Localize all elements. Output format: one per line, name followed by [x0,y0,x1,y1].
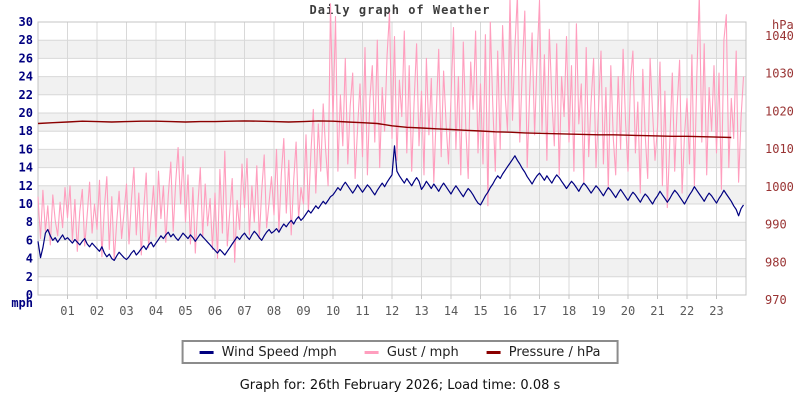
x-axis-tick-label: 11 [355,304,369,318]
x-axis-tick-label: 17 [532,304,546,318]
x-axis-tick-label: 15 [473,304,487,318]
right-axis-tick-label: 1020 [765,104,794,118]
series-line-pressure-hpa [37,120,732,139]
left-axis-tick-label: 8 [26,215,33,229]
series-line-wind-speed-mph [37,145,745,261]
left-axis-tick-label: 12 [19,179,33,193]
right-axis-tick-label: 990 [765,218,787,232]
left-axis-tick-label: 4 [26,252,33,266]
left-axis-tick-label: 24 [19,70,33,84]
left-axis-unit-label: mph [11,296,33,310]
right-axis-unit-label: hPa [772,18,794,32]
left-axis-tick-label: 14 [19,161,33,175]
x-axis-tick-label: 21 [650,304,664,318]
left-axis-tick-label: 10 [19,197,33,211]
left-axis-tick-label: 26 [19,51,33,65]
x-axis-tick-label: 01 [60,304,74,318]
x-axis-tick-label: 08 [267,304,281,318]
x-axis-tick-label: 12 [385,304,399,318]
x-axis-tick-label: 04 [149,304,163,318]
series-line-gust-mph [37,0,745,263]
x-axis-tick-label: 06 [208,304,222,318]
legend-swatch [486,350,501,354]
right-axis-tick-label: 980 [765,255,787,269]
left-axis-tick-label: 2 [26,270,33,284]
x-axis-tick-label: 07 [237,304,251,318]
left-axis-tick-label: 6 [26,233,33,247]
x-axis-tick-label: 20 [621,304,635,318]
chart-title: Daily graph of Weather [309,3,491,17]
x-axis-tick-label: 02 [90,304,104,318]
x-axis-tick-label: 14 [444,304,458,318]
left-axis-tick-label: 22 [19,88,33,102]
chart-caption: Graph for: 26th February 2026; Load time… [239,378,561,393]
left-axis-tick-label: 16 [19,142,33,156]
legend-label: Pressure / hPa [508,344,601,360]
x-axis-tick-label: 19 [591,304,605,318]
left-axis-tick-label: 28 [19,33,33,47]
right-axis-tick-label: 1040 [765,29,794,43]
legend-label: Wind Speed /mph [221,344,337,360]
x-axis-tick-label: 22 [680,304,694,318]
legend-label: Gust / mph [386,344,459,360]
x-axis-tick-label: 10 [326,304,340,318]
x-axis-tick-label: 03 [119,304,133,318]
legend-item-pressure-hpa: Pressure / hPa [486,344,601,360]
left-axis-tick-label: 18 [19,124,33,138]
left-axis-tick-label: 30 [19,15,33,29]
x-axis-tick-label: 13 [414,304,428,318]
legend-item-wind-speed-mph: Wind Speed /mph [199,344,337,360]
right-axis-tick-label: 1030 [765,67,794,81]
chart-legend: Wind Speed /mph Gust / mph Pressure / hPa [181,340,619,364]
right-axis-tick-label: 1010 [765,142,794,156]
legend-swatch [364,350,379,354]
x-axis-tick-label: 18 [562,304,576,318]
left-axis-tick-label: 0 [26,288,33,302]
legend-swatch [199,350,214,354]
x-axis-tick-label: 05 [178,304,192,318]
x-axis-tick-label: 23 [709,304,723,318]
x-axis-tick-label: 09 [296,304,310,318]
right-axis-tick-label: 1000 [765,180,794,194]
right-axis-tick-label: 970 [765,293,787,307]
plot-border [37,21,747,296]
x-axis-tick-label: 16 [503,304,517,318]
left-axis-tick-label: 20 [19,106,33,120]
legend-item-gust-mph: Gust / mph [364,344,459,360]
